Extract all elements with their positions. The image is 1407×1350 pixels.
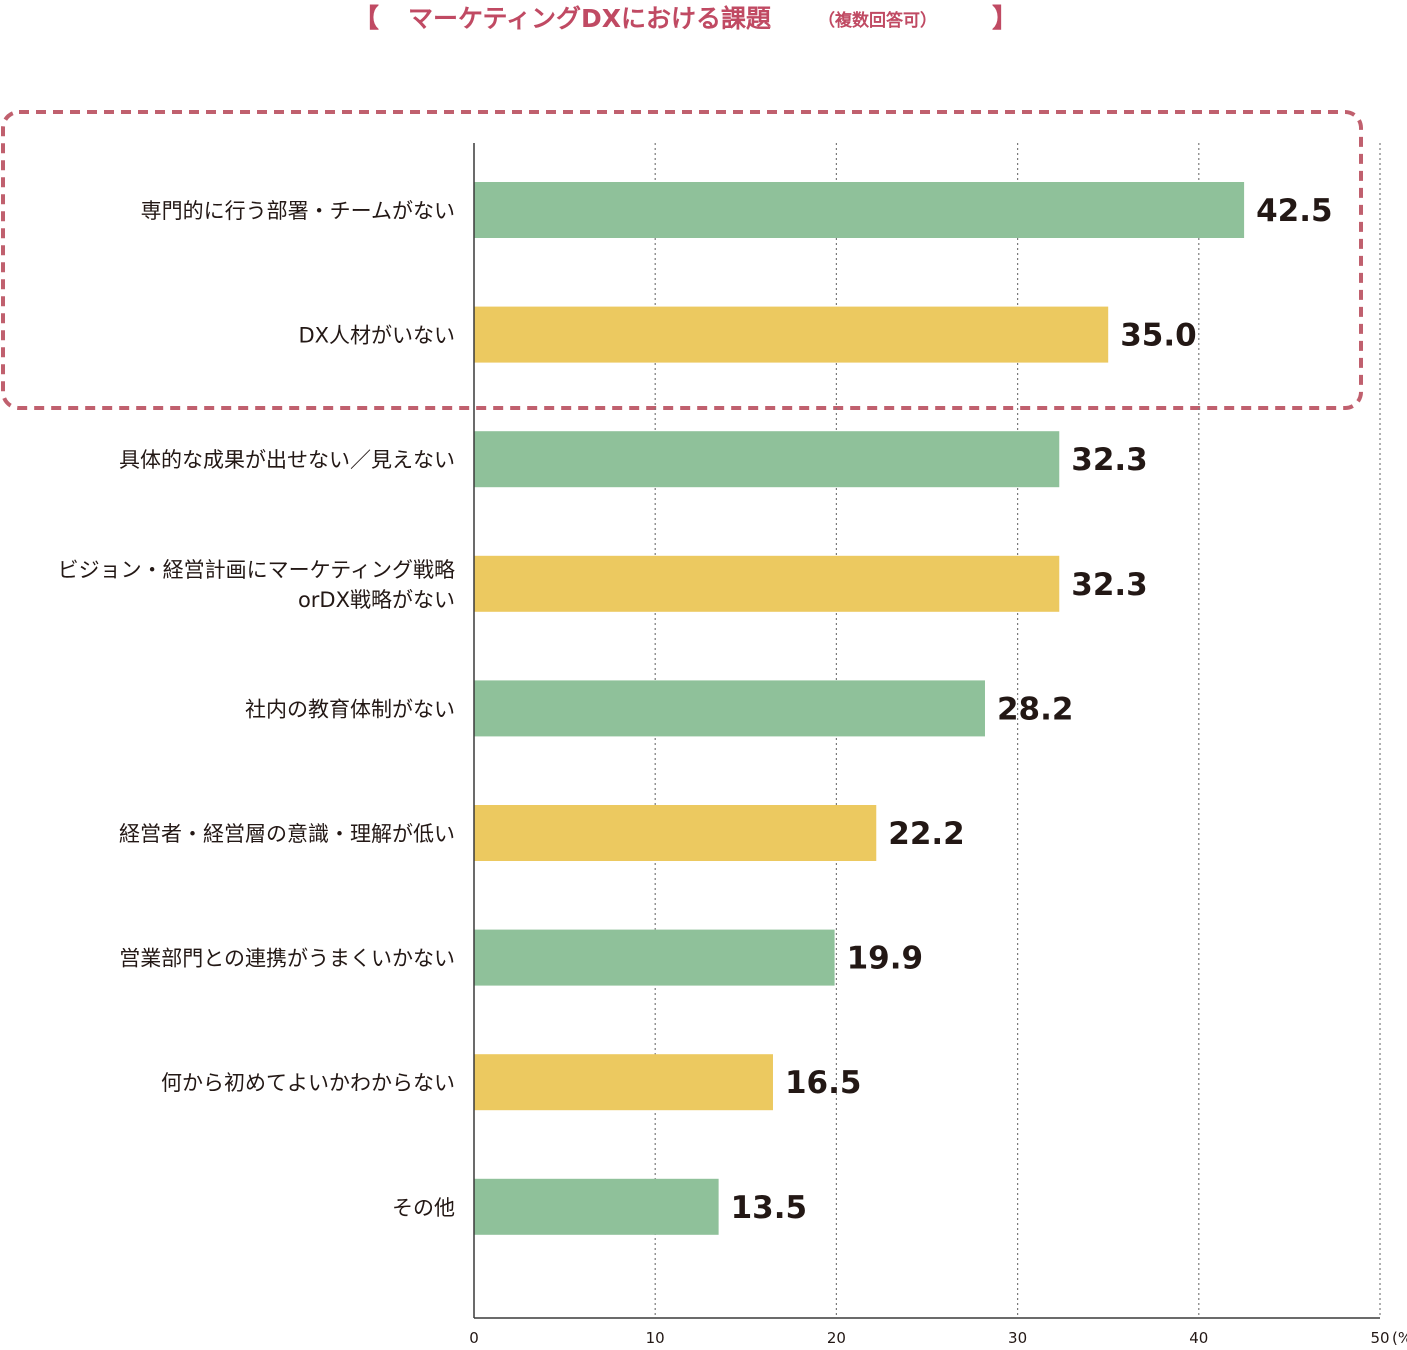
value-label-5: 22.2 [888,816,965,852]
bar-1 [474,306,1109,363]
bar-0 [474,182,1245,238]
category-label-1: DX人材がいない [298,324,455,348]
title-close-bracket: 】 [992,4,1018,34]
x-unit-label: (%) [1392,1329,1407,1347]
label-layer: 42.5 専門的に行う部署・チームがない 35.0 DX人材がいない 32.3 具体的な成… [58,193,1333,1226]
value-label-2: 32.3 [1071,442,1148,478]
value-label-7: 16.5 [785,1065,862,1101]
value-label-1: 35.0 [1120,318,1197,354]
value-label-8: 13.5 [731,1190,808,1226]
value-label-6: 19.9 [847,941,924,977]
category-label-0: 専門的に行う部署・チームがない [141,199,455,223]
title-open-bracket: 【 [353,4,379,34]
chart-title-group: 【 マーケティングDXにおける課題 （複数回答可） 】 [353,4,1018,34]
category-label-8: その他 [392,1196,455,1220]
value-label-4: 28.2 [997,691,1074,727]
bar-8 [474,1178,719,1235]
value-label-3: 32.3 [1071,567,1148,603]
bar-4 [474,680,985,737]
x-tick-label-10: 10 [646,1329,665,1347]
x-tick-label-40: 40 [1189,1329,1208,1347]
x-tick-label-20: 20 [827,1329,846,1347]
highlight-box [1,110,1363,410]
chart-subtitle: （複数回答可） [818,10,937,31]
x-tick-label-0: 0 [469,1329,479,1347]
bar-3 [474,555,1060,612]
bar-layer [474,182,1245,1235]
category-label-3-line-1: orDX戦略がない [298,588,455,612]
category-label-7: 何から初めてよいかわからない [161,1071,455,1095]
bar-2 [474,431,1060,488]
axis-layer: 0 10 20 30 40 50(%) [469,143,1407,1347]
category-label-2: 具体的な成果が出せない／見えない [119,448,455,472]
category-label-5: 経営者・経営層の意識・理解が低い [119,822,455,846]
category-label-3-line-0: ビジョン・経営計画にマーケティング戦略 [58,558,455,582]
bar-7 [474,1054,773,1111]
chart-title: マーケティングDXにおける課題 [408,4,772,33]
value-label-0: 42.5 [1256,193,1333,229]
bar-6 [474,929,835,986]
x-tick-label-50: 50 [1370,1329,1389,1347]
category-label-4: 社内の教育体制がない [245,697,455,721]
x-tick-label-30: 30 [1008,1329,1027,1347]
category-label-6: 営業部門との連携がうまくいかない [119,947,455,971]
bar-5 [474,805,877,861]
